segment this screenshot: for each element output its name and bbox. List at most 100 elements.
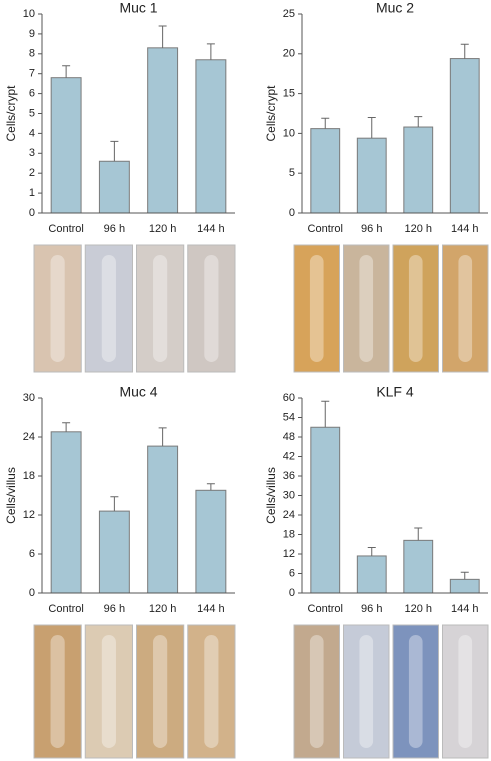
x-tick-label: Control (308, 223, 343, 235)
x-tick-label: 144 h (197, 603, 225, 615)
y-tick-label: 7 (29, 68, 35, 80)
y-tick-label: 5 (289, 167, 295, 179)
y-tick-label: 54 (283, 411, 295, 423)
error-bar (158, 427, 167, 447)
error-bar (206, 483, 215, 491)
y-tick-label: 3 (29, 147, 35, 159)
error-bar (321, 400, 330, 428)
micrograph (136, 624, 185, 759)
y-axis-label: Cells/villus (4, 467, 18, 524)
y-tick-label: 10 (23, 8, 35, 20)
bar (50, 77, 82, 214)
micrograph-lumen (408, 255, 423, 362)
y-tick-label: 2 (29, 167, 35, 179)
y-tick-label: 24 (283, 509, 295, 521)
y-tick-label: 5 (29, 107, 35, 119)
y-tick-label: 25 (283, 8, 295, 20)
bar (310, 128, 341, 214)
y-tick-label: 6 (29, 88, 35, 100)
x-tick-label: Control (308, 603, 343, 615)
y-tick-label: 42 (283, 450, 295, 462)
chart-title: KLF 4 (376, 384, 414, 400)
y-tick-label: 4 (29, 127, 35, 139)
chart-title: Muc 2 (376, 0, 414, 16)
x-tick-label: Control (48, 603, 83, 615)
bar (310, 426, 341, 594)
micrograph (84, 244, 133, 373)
error-bar (414, 527, 423, 541)
bar (195, 489, 227, 594)
micrograph-lumen (101, 635, 116, 748)
y-tick-label: 18 (23, 470, 35, 482)
micrograph (293, 624, 340, 759)
micrograph (293, 244, 340, 373)
x-tick-label: 120 h (404, 603, 432, 615)
y-tick-label: 0 (29, 587, 35, 599)
x-tick-label: 120 h (149, 603, 177, 615)
axis-line (41, 398, 235, 594)
x-tick-label: 144 h (197, 223, 225, 235)
micrograph-lumen (309, 255, 324, 362)
micrograph-lumen (204, 635, 219, 748)
micrograph (343, 244, 390, 373)
chart-title: Muc 4 (119, 384, 157, 400)
y-tick-label: 24 (23, 431, 35, 443)
x-tick-label: 120 h (404, 223, 432, 235)
micrograph-lumen (408, 635, 423, 748)
x-tick-label: 144 h (451, 603, 479, 615)
y-tick-label: 18 (283, 528, 295, 540)
micrograph (392, 244, 439, 373)
bar (356, 137, 387, 214)
micrograph (33, 244, 82, 373)
micrograph-lumen (458, 255, 473, 362)
bar (403, 126, 434, 214)
y-tick-label: 0 (289, 207, 295, 219)
error-bar (460, 43, 469, 59)
error-bar (62, 65, 71, 78)
micrograph-lumen (359, 635, 374, 748)
y-tick-label: 6 (289, 567, 295, 579)
y-tick-label: 0 (289, 587, 295, 599)
axis-line (301, 14, 488, 214)
y-tick-label: 12 (23, 509, 35, 521)
bar (98, 160, 130, 214)
y-tick-label: 1 (29, 187, 35, 199)
micrograph-lumen (153, 255, 168, 362)
micrograph-lumen (50, 255, 65, 362)
micrograph (442, 624, 489, 759)
micrograph (343, 624, 390, 759)
bar (147, 445, 179, 594)
micrograph-lumen (309, 635, 324, 748)
y-tick-label: 60 (283, 392, 295, 404)
y-tick-label: 30 (23, 392, 35, 404)
error-bar (367, 547, 376, 556)
y-tick-label: 36 (283, 470, 295, 482)
error-bar (321, 117, 330, 129)
y-tick-label: 6 (29, 548, 35, 560)
micrograph-lumen (204, 255, 219, 362)
error-bar (110, 496, 119, 512)
x-tick-label: 96 h (361, 223, 382, 235)
y-tick-label: 10 (283, 127, 295, 139)
bar (449, 578, 480, 594)
micrograph (187, 624, 236, 759)
micrograph-lumen (101, 255, 116, 362)
error-bar (110, 140, 119, 162)
micrograph (136, 244, 185, 373)
error-bar (460, 571, 469, 580)
bar (449, 58, 480, 214)
x-tick-label: 96 h (361, 603, 382, 615)
micrograph (392, 624, 439, 759)
micrograph (187, 244, 236, 373)
y-tick-label: 8 (29, 48, 35, 60)
bar (356, 555, 387, 594)
y-tick-label: 15 (283, 88, 295, 100)
y-axis-label: Cells/villus (264, 467, 278, 524)
bar (403, 539, 434, 594)
y-tick-label: 9 (29, 28, 35, 40)
error-bar (158, 25, 167, 48)
y-axis-label: Cells/crypt (4, 85, 18, 142)
micrograph (33, 624, 82, 759)
bar (147, 47, 179, 214)
